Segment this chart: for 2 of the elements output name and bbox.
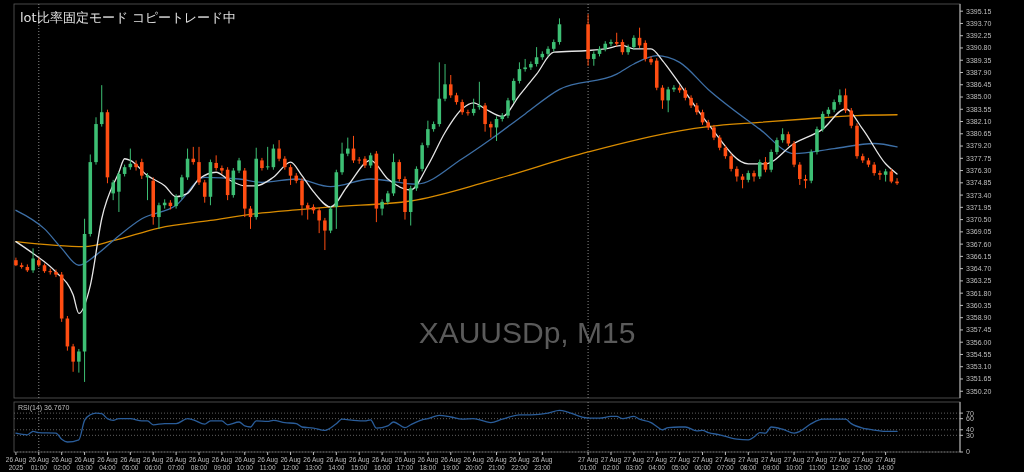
annotation: lot比率固定モード コピートレード中 (20, 10, 236, 25)
text: XAUUSDp, M15 (418, 315, 636, 349)
